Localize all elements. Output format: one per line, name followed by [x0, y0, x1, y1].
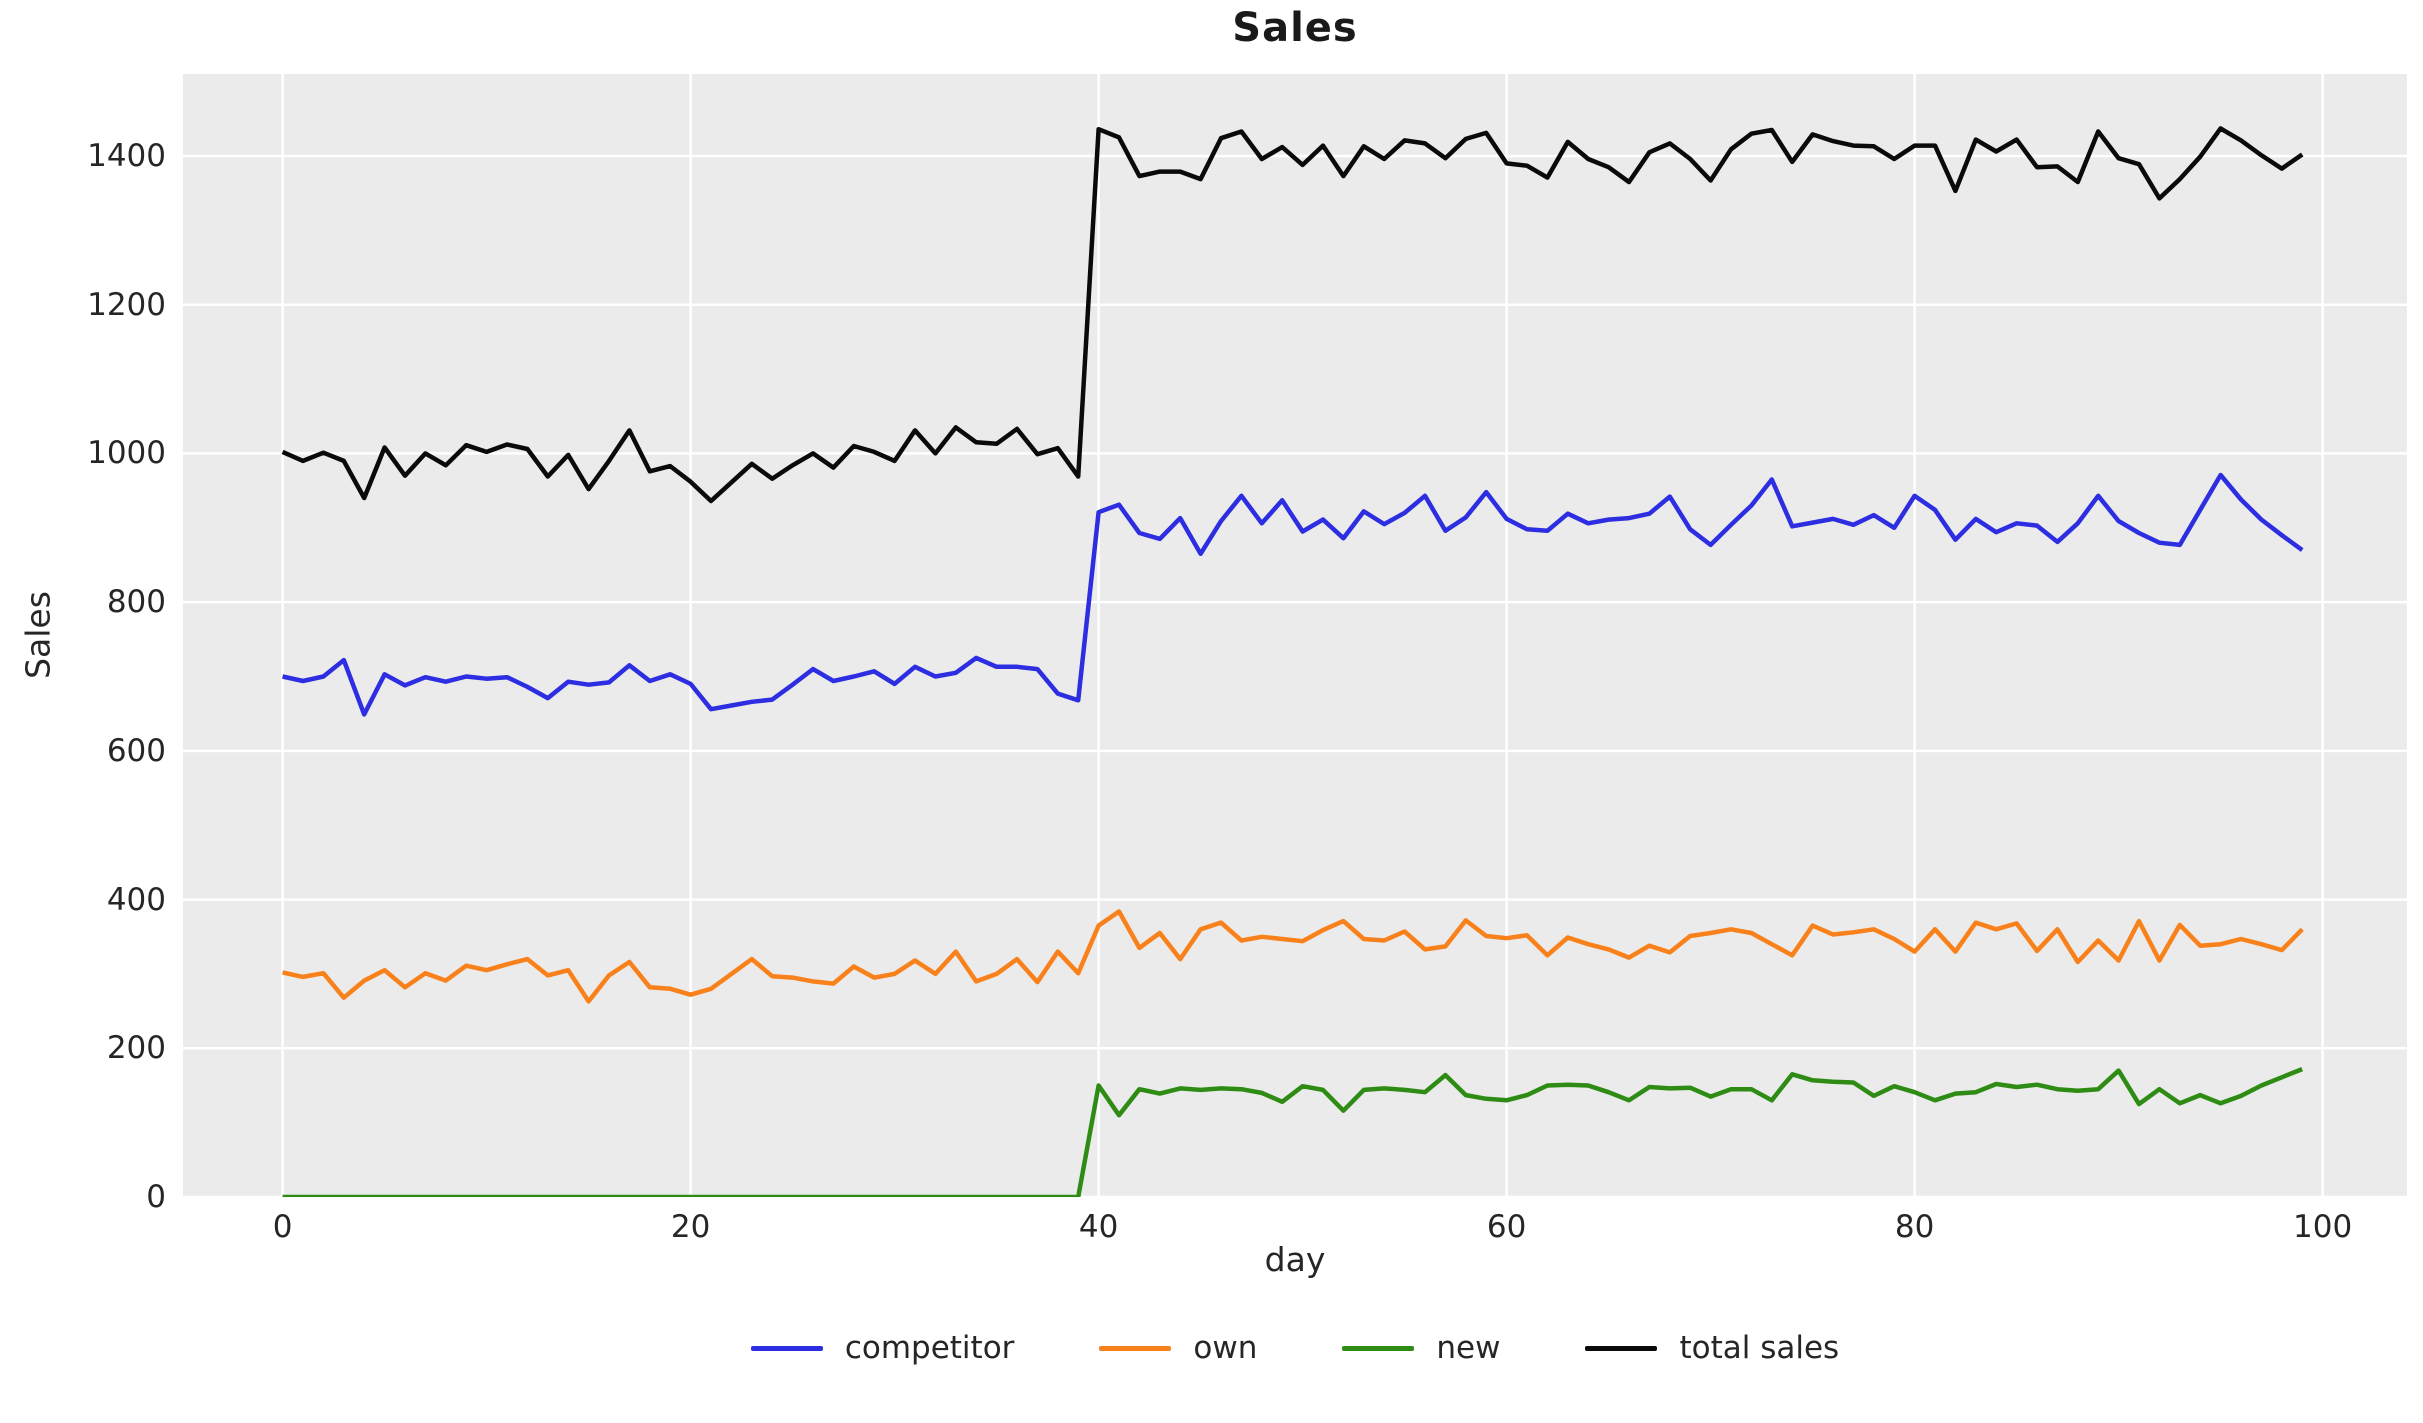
x-tick-label: 20: [670, 1209, 711, 1245]
series-line-new: [282, 1067, 2304, 1197]
series-line-own: [282, 909, 2304, 1004]
legend-label: new: [1436, 1330, 1501, 1366]
y-tick-label: 200: [106, 1030, 166, 1067]
y-tick-label: 400: [106, 881, 166, 918]
series-line-total-sales: [281, 126, 2304, 504]
legend: competitor own new total sales: [183, 1330, 2407, 1366]
legend-line-swatch: [750, 1345, 823, 1351]
legend-item-new: new: [1342, 1330, 1500, 1366]
x-axis-label: day: [1264, 1240, 1326, 1279]
x-tick-label: 60: [1486, 1209, 1527, 1245]
legend-label: own: [1193, 1330, 1258, 1366]
legend-line-swatch: [1099, 1345, 1172, 1351]
x-tick-label: 100: [2293, 1209, 2353, 1245]
y-tick-label: 1400: [87, 138, 166, 174]
chart-title: Sales: [1232, 5, 1358, 51]
legend-label: competitor: [844, 1330, 1015, 1366]
series-line-competitor: [282, 472, 2304, 717]
y-tick-label: 1000: [87, 435, 166, 472]
plot-area: [183, 74, 2407, 1197]
legend-item-own: own: [1099, 1330, 1257, 1366]
y-tick-label: 800: [106, 584, 166, 621]
x-tick-label: 40: [1078, 1209, 1119, 1245]
x-tick-label: 0: [272, 1209, 293, 1245]
y-tick-label: 600: [106, 732, 166, 769]
legend-label: total sales: [1679, 1330, 1840, 1366]
legend-line-swatch: [1585, 1345, 1658, 1351]
x-tick-label: 80: [1894, 1209, 1935, 1245]
y-tick-label: 0: [146, 1179, 166, 1215]
line-chart: [183, 74, 2407, 1197]
legend-line-swatch: [1342, 1345, 1415, 1351]
legend-item-total-sales: total sales: [1585, 1330, 1839, 1366]
legend-item-competitor: competitor: [750, 1330, 1015, 1366]
y-tick-label: 1200: [87, 286, 166, 323]
